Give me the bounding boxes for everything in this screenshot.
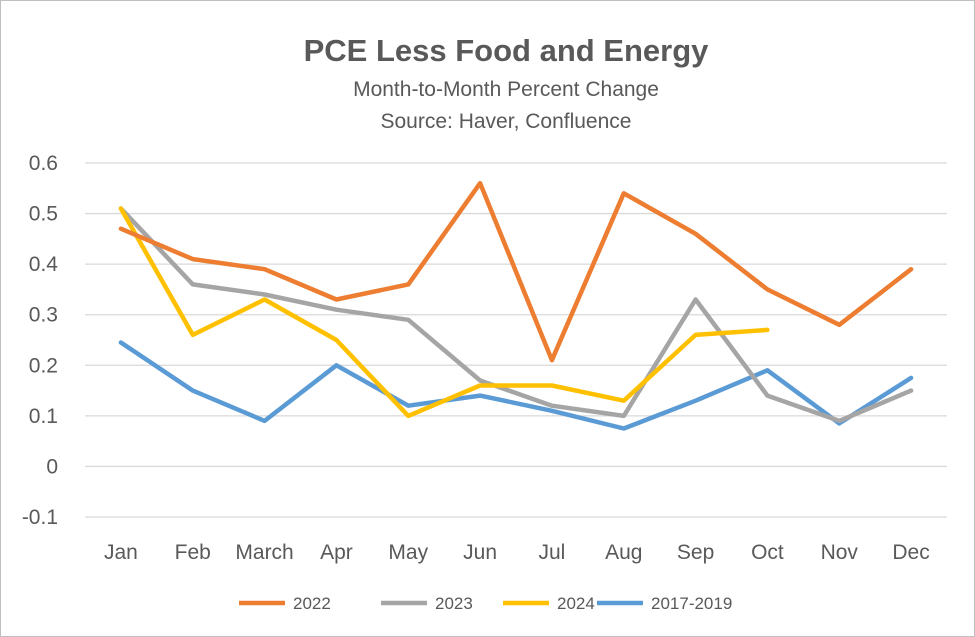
chart-source: Source: Haver, Confluence	[381, 110, 632, 133]
legend-label: 2017-2019	[651, 594, 732, 613]
legend-item-2022: 2022	[239, 594, 331, 613]
x-tick-label: Jul	[538, 541, 565, 564]
series-line-2024	[118, 206, 770, 419]
x-tick-label: Feb	[175, 541, 211, 564]
series-line-2023	[118, 206, 914, 424]
x-tick-label: Oct	[751, 541, 784, 564]
y-tick-label: 0.6	[29, 152, 58, 175]
y-tick-label: 0	[46, 455, 58, 478]
legend-label: 2022	[293, 594, 331, 613]
x-tick-label: Nov	[821, 541, 859, 564]
legend-item-2017-2019: 2017-2019	[597, 594, 732, 613]
gridlines	[85, 162, 947, 518]
x-tick-label: May	[388, 541, 428, 564]
x-tick-label: Dec	[892, 541, 929, 564]
y-tick-label: 0.1	[29, 405, 58, 428]
y-tick-label: 0.2	[29, 354, 58, 377]
y-tick-label: 0.4	[29, 253, 59, 276]
legend-item-2024: 2024	[503, 594, 595, 613]
series-line-2022	[118, 180, 914, 363]
chart-subtitle: Month-to-Month Percent Change	[353, 78, 659, 101]
x-tick-label: Apr	[320, 541, 353, 564]
x-tick-label: Aug	[605, 541, 642, 564]
y-tick-label: -0.1	[22, 506, 58, 529]
x-tick-label: Jan	[104, 541, 138, 564]
y-tick-label: 0.3	[29, 304, 58, 327]
y-axis-ticks: -0.1 0 0.1 0.2 0.3 0.4 0.5 0.6	[22, 152, 58, 529]
y-tick-label: 0.5	[29, 203, 58, 226]
x-tick-label: Jun	[463, 541, 497, 564]
legend-label: 2024	[557, 594, 595, 613]
chart-title: PCE Less Food and Energy	[304, 33, 710, 68]
series-line-2017-2019	[118, 340, 914, 431]
series-lines	[118, 180, 914, 431]
legend-label: 2023	[435, 594, 473, 613]
legend: 2022 2023 2024 2017-2019	[239, 594, 732, 613]
x-axis-ticks: Jan Feb March Apr May Jun Jul Aug Sep Oct Nov Dec	[104, 541, 930, 564]
legend-item-2023: 2023	[381, 594, 473, 613]
x-tick-label: March	[235, 541, 293, 564]
x-tick-label: Sep	[677, 541, 714, 564]
